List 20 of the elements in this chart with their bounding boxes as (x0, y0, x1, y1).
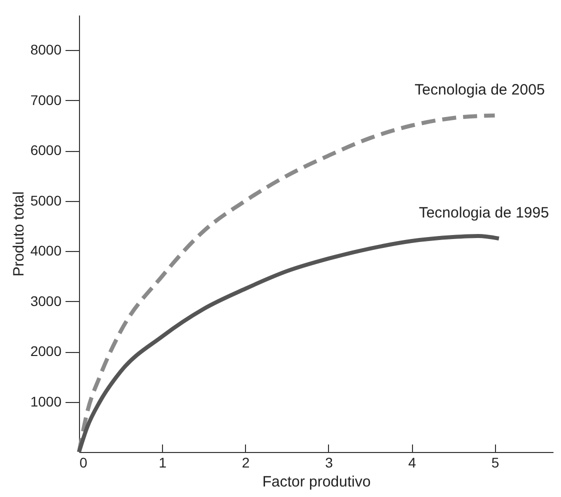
y-tick-label: 7000 (30, 92, 62, 108)
y-tick-label: 3000 (30, 292, 62, 309)
x-tick-label: 3 (325, 454, 334, 470)
y-tick-label: 5000 (30, 192, 62, 208)
y-tick-label: 2000 (30, 343, 62, 360)
x-tick-label: 0 (80, 454, 88, 470)
x-tick-label: 4 (408, 454, 416, 470)
y-tick-label: 8000 (30, 42, 62, 58)
x-tick-label: 2 (242, 454, 250, 470)
y-tick-label: 6000 (30, 142, 62, 158)
x-tick-label: 1 (158, 454, 167, 470)
line-series (77, 234, 501, 454)
series-label: Tecnologia de 1995 (418, 204, 549, 222)
series-label: Tecnologia de 2005 (414, 81, 545, 98)
x-axis-title: Factor produtivo (262, 474, 371, 490)
x-tick-label: 5 (491, 454, 500, 470)
y-tick-label: 4000 (30, 242, 62, 259)
y-axis-title: Produto total (10, 191, 28, 277)
y-tick-label: 1000 (30, 393, 62, 410)
line-series (77, 113, 497, 454)
